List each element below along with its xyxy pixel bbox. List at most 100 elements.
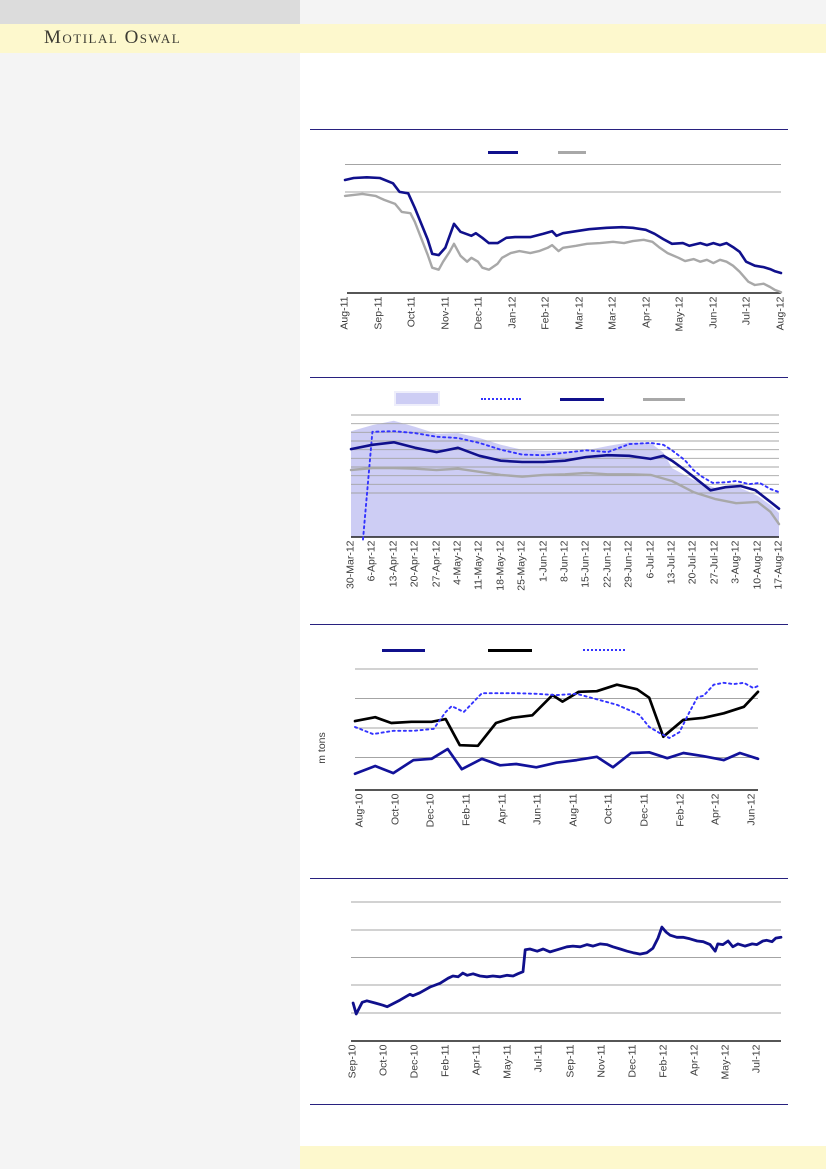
x-axis-label: Jun-11	[531, 793, 544, 825]
x-axis-label: 30-Mar-12	[344, 540, 357, 589]
x-axis-label: 1-Jun-12	[537, 540, 550, 582]
chart-3-plot	[353, 668, 760, 791]
legend-swatch-navy	[560, 398, 604, 401]
chart-4-bottom-rule	[310, 1104, 788, 1105]
line-series-gray	[343, 192, 783, 294]
x-axis-label: Apr-11	[496, 793, 509, 824]
line-series-dotted-blue	[354, 681, 759, 739]
legend-swatch-gray	[643, 398, 685, 401]
x-axis-label: 6-Apr-12	[365, 540, 378, 581]
x-axis-label: Jan-12	[506, 296, 519, 329]
x-axis-label: Apr-12	[688, 1044, 701, 1076]
x-axis-label: 17-Aug-12	[772, 540, 785, 590]
x-axis-label: Jun-12	[707, 296, 720, 329]
chart-3-top-rule	[310, 624, 788, 625]
x-axis-label: Aug-12	[774, 296, 787, 330]
area-series-area	[351, 420, 779, 537]
x-axis-label: 8-Jun-12	[558, 540, 571, 582]
x-axis-label: Mar-12	[606, 296, 619, 330]
x-axis-label: Sep-11	[564, 1044, 577, 1078]
line-series-gray	[349, 466, 781, 526]
chart-4-plot	[351, 901, 783, 1042]
x-axis-label: Oct-11	[602, 793, 615, 824]
legend-swatch-area	[394, 391, 440, 406]
chart-1-plot	[343, 164, 783, 294]
x-axis-label: Jun-12	[745, 793, 758, 826]
legend-swatch-dotted-blue	[481, 398, 521, 400]
x-axis-label: 6-Jul-12	[644, 540, 657, 578]
chart-2-top-rule	[310, 377, 788, 378]
x-axis-label: 22-Jun-12	[601, 540, 614, 588]
x-axis-label: Apr-11	[470, 1044, 483, 1075]
chart-1-legend	[0, 146, 826, 160]
x-axis-label: Apr-12	[709, 793, 722, 825]
x-axis-label: 27-Apr-12	[430, 540, 443, 587]
x-axis-label: Oct-11	[405, 296, 418, 327]
x-axis-label: 10-Aug-12	[751, 540, 764, 590]
x-axis-label: 27-Jul-12	[708, 540, 721, 584]
x-axis-label: Jul-12	[740, 296, 753, 325]
line-series-navy	[353, 747, 760, 776]
x-axis-label: Oct-10	[377, 1044, 390, 1076]
x-axis-label: Feb-12	[539, 296, 552, 330]
line-series-navy	[351, 925, 783, 1016]
chart-2-legend	[0, 391, 826, 407]
legend-swatch-navy	[488, 151, 518, 154]
x-axis-label: Aug-11	[567, 793, 580, 827]
brand-logo-text: Motilal Oswal	[44, 27, 182, 48]
x-axis-label: 3-Aug-12	[729, 540, 742, 584]
x-axis-label: Dec-10	[424, 793, 437, 827]
x-axis-label: 20-Apr-12	[408, 540, 421, 587]
line-series-navy	[349, 441, 781, 510]
legend-swatch-black	[488, 649, 532, 652]
x-axis-label: Feb-12	[657, 1044, 670, 1078]
x-axis-label: May-12	[719, 1044, 732, 1080]
x-axis-label: Sep-10	[346, 1044, 359, 1078]
x-axis-label: Dec-11	[472, 296, 485, 330]
x-axis-label: May-12	[673, 296, 686, 332]
legend-swatch-dotted-blue	[583, 649, 625, 651]
x-axis-label: Nov-11	[439, 296, 452, 330]
line-series-navy	[343, 176, 783, 275]
x-axis-label: Dec-11	[638, 793, 651, 827]
chart-1-top-rule	[310, 129, 788, 130]
line-series-black	[353, 683, 760, 748]
footer-band	[300, 1146, 826, 1169]
left-sidebar	[0, 53, 300, 1169]
x-axis-label: 4-May-12	[451, 540, 464, 585]
x-axis-label: Mar-12	[573, 296, 586, 330]
x-axis-label: Jul-12	[750, 1044, 763, 1073]
x-axis-label: 13-Apr-12	[387, 540, 400, 587]
x-axis-label: 18-May-12	[494, 540, 507, 591]
main-content-background	[300, 53, 826, 1146]
x-axis-label: Nov-11	[595, 1044, 608, 1078]
x-axis-label: Dec-11	[626, 1044, 639, 1078]
legend-swatch-navy	[382, 649, 425, 652]
brand-header-band	[0, 24, 826, 53]
chart-3-legend	[0, 644, 826, 658]
top-bar-right	[300, 0, 826, 24]
x-axis-label: Aug-11	[338, 296, 351, 330]
x-axis-label: 13-Jul-12	[665, 540, 678, 584]
chart-2-plot	[349, 414, 781, 541]
x-axis-label: 11-May-12	[472, 540, 485, 590]
chart-3-y-axis-title: m tons	[316, 732, 328, 764]
x-axis-label: Oct-10	[389, 793, 402, 825]
x-axis-label: 20-Jul-12	[686, 540, 699, 584]
x-axis-label: Dec-10	[408, 1044, 421, 1078]
x-axis-label: Feb-11	[439, 1044, 452, 1077]
x-axis-label: 15-Jun-12	[579, 540, 592, 588]
chart-4-top-rule	[310, 878, 788, 879]
top-bar-left	[0, 0, 300, 24]
line-series-dotted-blue	[362, 430, 780, 541]
legend-swatch-gray	[558, 151, 586, 154]
x-axis-label: May-11	[501, 1044, 514, 1079]
x-axis-label: Jul-11	[532, 1044, 545, 1072]
x-axis-label: Feb-12	[674, 793, 687, 827]
x-axis-label: Apr-12	[640, 296, 653, 328]
x-axis-label: Feb-11	[460, 793, 473, 826]
x-axis-label: Aug-10	[353, 793, 366, 827]
x-axis-label: 29-Jun-12	[622, 540, 635, 588]
x-axis-label: Sep-11	[372, 296, 385, 330]
